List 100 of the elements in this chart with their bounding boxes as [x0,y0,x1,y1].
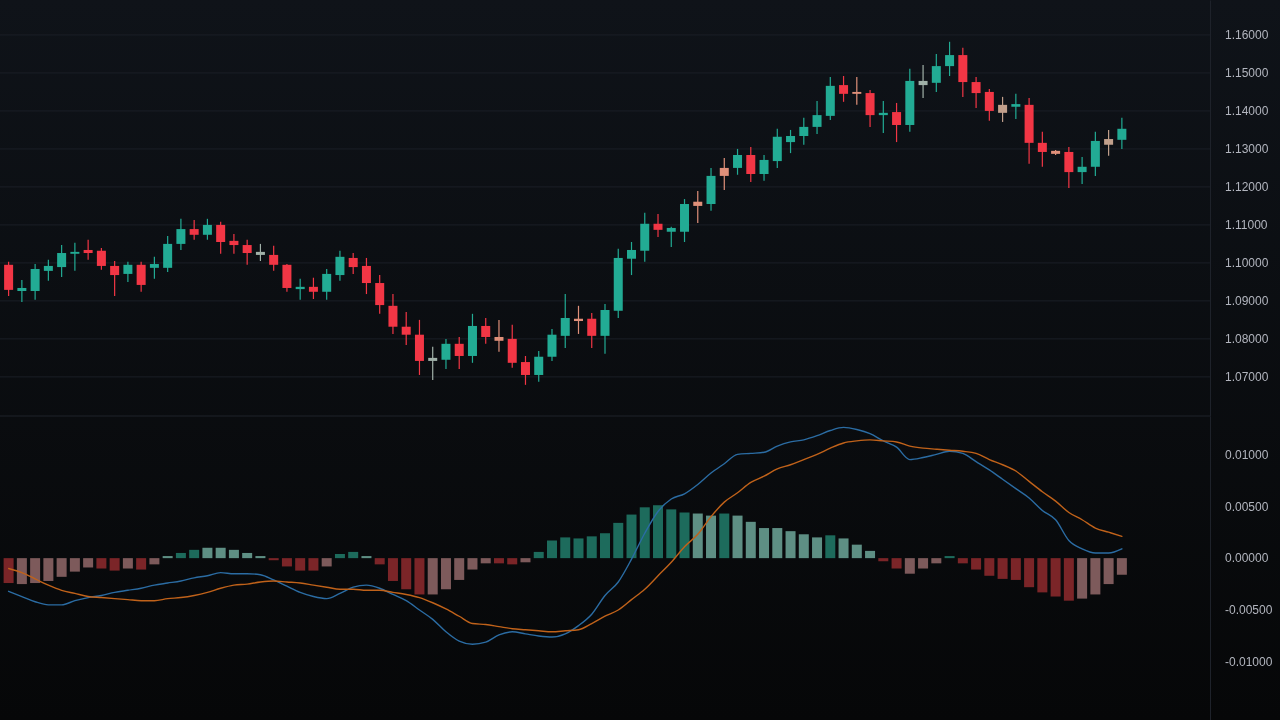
candlestick [1117,117,1127,150]
y-tick-label: 1.09000 [1225,294,1269,309]
candlestick [1104,129,1114,157]
candlestick [945,41,955,77]
candlestick [70,242,80,272]
bar [1077,558,1088,599]
bar [387,558,398,581]
candlestick [918,64,928,99]
candlestick [852,76,862,106]
candlestick [759,154,769,182]
candlestick [746,146,756,183]
y-tick-label: 1.07000 [1225,370,1269,385]
bar [957,558,968,564]
bar [16,558,27,585]
bar [507,558,518,565]
candlestick [96,247,106,271]
candlestick [786,129,796,154]
bar [560,537,571,559]
candlestick [627,241,637,276]
candlestick [520,355,530,386]
candlestick [998,96,1008,123]
bar [1103,558,1114,585]
bar [851,544,862,559]
y-tick-label: 1.12000 [1225,180,1269,195]
candlestick [534,350,544,383]
y-tick-label: -0.00500 [1225,603,1273,618]
bar [454,558,465,580]
candlestick [322,268,332,301]
bar [719,513,730,559]
bar [997,558,1008,579]
bar [374,558,385,565]
y-tick-label: 1.14000 [1225,104,1269,119]
bar [812,537,823,559]
bar [215,547,226,559]
bar [1090,558,1101,595]
candlestick [1011,93,1021,120]
bar [626,514,637,559]
bar [706,515,717,559]
bar [653,505,664,559]
bar [865,550,876,559]
y-tick-label: 0.00500 [1225,499,1269,514]
candlestick [308,277,318,300]
bar [825,535,836,559]
candlestick [189,219,199,241]
candlestick [229,233,239,255]
y-tick-label: 0.00000 [1225,551,1269,566]
candlestick [30,263,40,301]
candlestick [719,157,729,191]
bar [175,552,186,559]
y-tick-label: 1.15000 [1225,66,1269,81]
bar [984,558,995,576]
bar [666,509,677,559]
bar [546,540,557,559]
candlestick [83,239,93,261]
bar [242,552,253,559]
bar [679,512,690,559]
bar [971,558,982,570]
bar [268,558,279,561]
candlestick [269,245,279,272]
candlestick [1037,131,1047,168]
bar [798,534,809,559]
bar [772,528,783,559]
bar [149,558,160,565]
candlestick [388,293,398,335]
bar [533,551,544,559]
bar [69,558,80,572]
bar [109,558,120,571]
bar [255,556,266,559]
bar [931,558,942,564]
bar [745,521,756,559]
candlestick [839,75,849,103]
candlestick [733,148,743,176]
bar [136,558,147,570]
candlestick [110,260,120,297]
bar [1116,558,1127,575]
candlestick [971,76,981,109]
candlestick [799,117,809,146]
candlestick [653,213,663,238]
bar [295,558,306,571]
bar [904,558,915,574]
bar [891,558,902,569]
candlestick [693,190,703,224]
candlestick [454,336,464,370]
candlestick [931,53,941,93]
bar [43,558,54,581]
bar [480,558,491,564]
candlestick [149,256,159,280]
bar [96,558,107,569]
bar [467,558,478,570]
bar [348,551,359,559]
candlestick [242,239,252,266]
y-tick-label: 1.10000 [1225,256,1269,271]
bar [586,536,597,559]
candlestick [428,346,438,381]
candlestick [984,88,994,122]
candlestick [163,235,173,273]
bar [493,558,504,564]
candlestick [507,324,517,369]
candlestick [1064,146,1074,189]
bar [427,558,438,595]
